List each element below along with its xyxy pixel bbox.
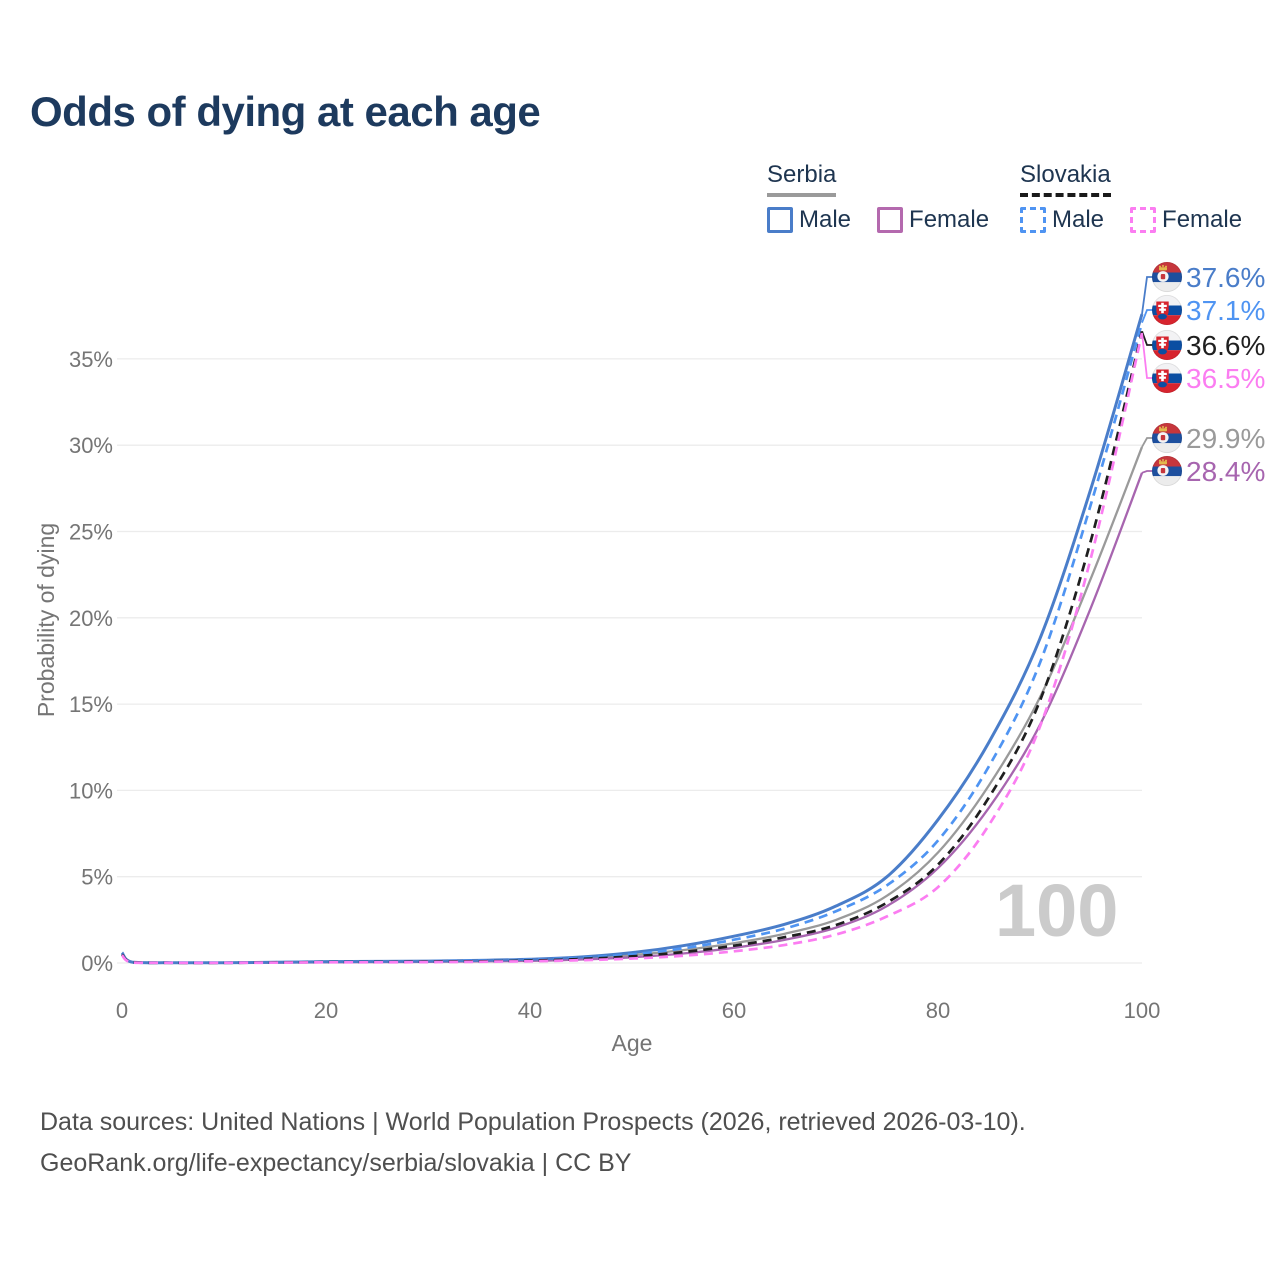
label-connector-slovakia-male — [1141, 309, 1153, 324]
y-tick-label: 0% — [81, 951, 113, 976]
legend-group-slovakia: Slovakia Male Female — [1020, 161, 1242, 234]
y-axis-title: Probability of dying — [33, 522, 59, 718]
label-connector-serbia-male — [1141, 276, 1153, 315]
legend-item-serbia-female[interactable]: Female — [877, 206, 989, 234]
legend-country-slovakia[interactable]: Slovakia — [1020, 161, 1111, 197]
legend-items-serbia: Male Female — [767, 206, 989, 234]
series-line-slovakia-total — [120, 330, 1144, 965]
end-label-slovakia-male: 37.1% — [1186, 295, 1265, 326]
end-label-serbia-female: 28.4% — [1186, 456, 1265, 487]
legend: Serbia Male Female Slovakia Male — [0, 0, 1280, 250]
slovakia-female-swatch-icon — [1130, 207, 1157, 233]
x-tick-label: 40 — [518, 998, 542, 1023]
x-axis-title: Age — [611, 1030, 653, 1056]
legend-item-serbia-male[interactable]: Male — [767, 206, 851, 234]
serbia-flag-icon — [1152, 262, 1182, 292]
legend-label-serbia-male: Male — [799, 206, 852, 233]
serbia-flag-icon — [1152, 423, 1182, 453]
slovakia-flag-icon — [1152, 295, 1182, 325]
end-label-slovakia-total: 36.6% — [1186, 330, 1265, 361]
footer-data-sources: Data sources: United Nations | World Pop… — [40, 1108, 1026, 1136]
legend-label-slovakia-female: Female — [1162, 206, 1243, 233]
legend-item-slovakia-male[interactable]: Male — [1020, 206, 1104, 234]
series-line-serbia-female — [121, 472, 1144, 965]
label-connector-serbia-total — [1141, 437, 1153, 448]
y-tick-label: 10% — [69, 778, 113, 803]
label-connector-serbia-female — [1141, 470, 1153, 474]
footer: Data sources: United Nations | World Pop… — [40, 1102, 1026, 1184]
x-tick-label: 60 — [722, 998, 746, 1023]
slovakia-male-swatch-icon — [1020, 207, 1046, 233]
label-connector-slovakia-female — [1141, 332, 1153, 379]
x-tick-label: 20 — [314, 998, 338, 1023]
x-tick-label: 0 — [116, 998, 128, 1023]
serbia-male-swatch-icon — [767, 207, 793, 233]
y-tick-label: 5% — [81, 865, 113, 890]
serbia-flag-icon — [1152, 456, 1182, 486]
slovakia-flag-icon — [1152, 363, 1182, 393]
y-tick-label: 25% — [69, 520, 113, 545]
y-tick-label: 35% — [69, 347, 113, 372]
legend-item-slovakia-female[interactable]: Female — [1130, 206, 1242, 234]
y-tick-label: 15% — [69, 692, 113, 717]
x-tick-label: 80 — [926, 998, 950, 1023]
series-line-slovakia-male — [120, 322, 1144, 965]
legend-group-serbia: Serbia Male Female — [767, 161, 989, 234]
legend-items-slovakia: Male Female — [1020, 206, 1242, 234]
y-tick-label: 30% — [69, 433, 113, 458]
series-line-slovakia-female — [121, 332, 1144, 965]
end-label-serbia-total: 29.9% — [1186, 423, 1265, 454]
slovakia-flag-icon — [1152, 330, 1182, 360]
footer-attribution: GeoRank.org/life-expectancy/serbia/slova… — [40, 1149, 632, 1177]
page-title: Odds of dying at each age — [30, 88, 541, 135]
x-tick-label: 100 — [1124, 998, 1161, 1023]
serbia-female-swatch-icon — [877, 207, 904, 233]
series-line-serbia-total — [121, 446, 1144, 964]
label-connector-slovakia-total — [1141, 330, 1153, 346]
end-label-serbia-male: 37.6% — [1186, 262, 1265, 293]
age-watermark: 100 — [995, 869, 1119, 952]
legend-label-slovakia-male: Male — [1052, 206, 1105, 233]
y-tick-label: 20% — [69, 606, 113, 631]
series-line-serbia-male — [120, 313, 1144, 965]
end-label-slovakia-female: 36.5% — [1186, 363, 1265, 394]
legend-label-serbia-female: Female — [909, 206, 990, 233]
legend-country-serbia[interactable]: Serbia — [767, 161, 837, 197]
